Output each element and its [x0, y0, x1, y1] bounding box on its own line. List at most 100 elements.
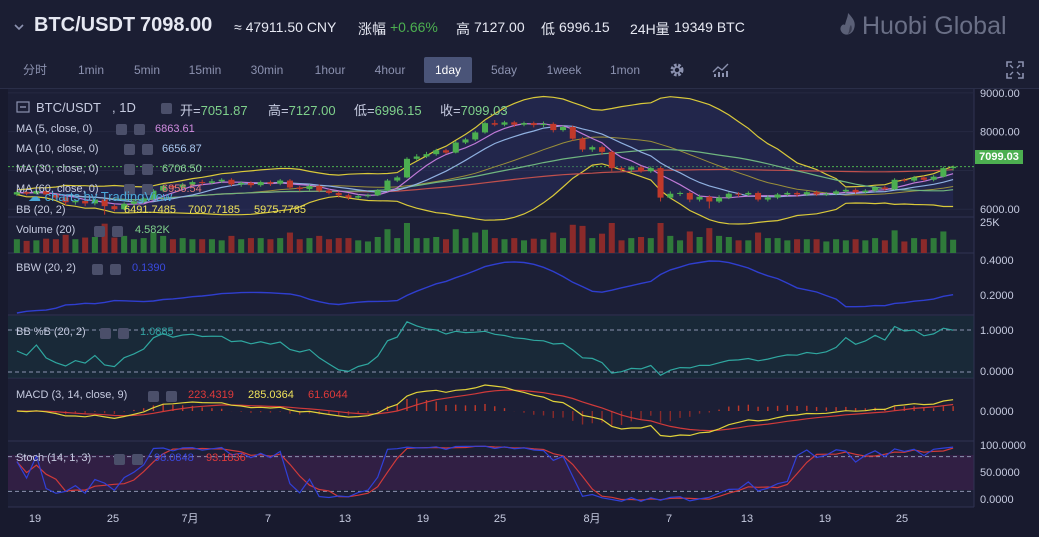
- macd-label: MACD (3, 14, close, 9): [16, 389, 128, 401]
- pair-name[interactable]: BTC/USDT: [34, 14, 136, 36]
- candle-body: [394, 177, 401, 181]
- volume-close-icon[interactable]: [112, 226, 123, 237]
- candle-body: [345, 195, 352, 198]
- volume-bar: [647, 238, 654, 253]
- timeframe-5day[interactable]: 5day: [490, 63, 518, 77]
- candle-body: [296, 187, 303, 190]
- ma30-value: 6706.50: [162, 163, 202, 175]
- collapse-icon[interactable]: [16, 101, 30, 116]
- stoch-close-icon[interactable]: [132, 454, 143, 465]
- macd-close-icon[interactable]: [166, 391, 177, 402]
- volume-bar: [433, 237, 440, 253]
- volume-bar: [442, 239, 450, 253]
- stoch-d-value: 93.1836: [206, 452, 246, 464]
- volume-bar: [452, 229, 459, 253]
- volume-bar: [189, 239, 196, 253]
- timeframe-1mon[interactable]: 1mon: [609, 63, 641, 77]
- volume-bar: [247, 238, 254, 253]
- timeframe-1min[interactable]: 1min: [77, 63, 104, 77]
- volume-value: 4.582K: [135, 224, 170, 236]
- ohlc-low-value: 6996.15: [374, 103, 422, 118]
- bb-lower-line: [16, 163, 954, 225]
- candle-body: [920, 177, 927, 180]
- volume-bar: [160, 235, 167, 253]
- timeframe-1hour[interactable]: 1hour: [314, 63, 346, 77]
- ma60-close-icon[interactable]: [142, 184, 153, 195]
- candle-body: [179, 184, 186, 188]
- date-axis-tick: 7: [666, 513, 672, 525]
- settings-gear-icon[interactable]: [664, 57, 690, 83]
- volume-bar: [394, 238, 401, 253]
- price-axis-tick: 6000.00: [980, 204, 1020, 216]
- bbw-close-icon[interactable]: [110, 264, 121, 275]
- bbpb-close-icon[interactable]: [118, 328, 129, 339]
- volume-bar: [130, 239, 137, 253]
- candle-body: [384, 180, 391, 191]
- candle-body: [833, 191, 840, 194]
- bbw-axis-tick: 0.4000: [980, 255, 1014, 267]
- bbpb-axis-tick: 0.0000: [980, 366, 1014, 378]
- candle-body: [706, 196, 713, 202]
- stoch-settings-icon[interactable]: [114, 454, 125, 465]
- volume-bar: [364, 241, 371, 253]
- tradingview-watermark: ☁ charts by TradingView: [28, 189, 172, 205]
- macd-line-value: 285.0364: [248, 389, 294, 401]
- candle-body: [725, 193, 732, 198]
- volume-bar: [881, 240, 888, 253]
- volume-bar: [208, 239, 215, 253]
- volume-bar: [794, 239, 801, 253]
- ma30-close-icon[interactable]: [142, 164, 153, 175]
- volume-bar: [667, 235, 674, 253]
- bbpb-settings-icon[interactable]: [100, 328, 111, 339]
- bbpb-line: [16, 321, 954, 377]
- volume-bar: [52, 239, 59, 253]
- volume-bar: [823, 241, 830, 253]
- date-axis-tick: 19: [417, 513, 429, 525]
- settings-square-icon[interactable]: [161, 103, 172, 114]
- volume-bar: [608, 223, 615, 253]
- ma10-label: MA (10, close, 0): [16, 143, 99, 155]
- indicator-icon[interactable]: [708, 57, 736, 83]
- ma5-eye-icon[interactable]: [116, 124, 127, 135]
- ma30-eye-icon[interactable]: [124, 164, 135, 175]
- volume-bar: [852, 239, 859, 253]
- change-value: +0.66%: [390, 19, 438, 35]
- ma10-close-icon[interactable]: [142, 144, 153, 155]
- change-label: 涨幅: [358, 21, 386, 37]
- timeframe-tick[interactable]: 分时: [22, 63, 47, 77]
- candle-body: [764, 197, 771, 200]
- ohlc-close-value: 7099.03: [460, 103, 508, 118]
- bbw-settings-icon[interactable]: [92, 264, 103, 275]
- timeframe-15min[interactable]: 15min: [188, 63, 222, 77]
- ohlc-low: 低=6996.15: [354, 100, 422, 119]
- volume-bar: [520, 240, 528, 253]
- candle-body: [520, 123, 528, 125]
- candle-body: [325, 190, 332, 193]
- fullscreen-icon[interactable]: [1002, 57, 1028, 83]
- macd-settings-icon[interactable]: [148, 391, 159, 402]
- bb-lower-value: 5975.7785: [254, 204, 306, 216]
- date-axis-tick: 25: [107, 513, 119, 525]
- timeframe-5min[interactable]: 5min: [133, 63, 160, 77]
- stoch-k-value: 98.0848: [154, 452, 194, 464]
- timeframe-1week[interactable]: 1week: [546, 63, 582, 77]
- timeframe-30min[interactable]: 30min: [250, 63, 284, 77]
- ma5-close-icon[interactable]: [134, 124, 145, 135]
- bb-upper-line: [16, 95, 954, 191]
- timeframe-1day[interactable]: 1day: [424, 57, 472, 83]
- ma5-value: 6863.61: [155, 123, 195, 135]
- bb-upper-value: 7007.7185: [188, 204, 240, 216]
- volume-settings-icon[interactable]: [94, 226, 105, 237]
- volume-bar: [764, 238, 771, 253]
- timeframe-toolbar: 分时 1min 5min 15min 30min 1hour 4hour 1da…: [0, 52, 1039, 89]
- volume-bar: [82, 237, 89, 253]
- candle-body: [413, 156, 420, 159]
- timeframe-4hour[interactable]: 4hour: [374, 63, 406, 77]
- ma60-eye-icon[interactable]: [124, 184, 135, 195]
- candle-body: [286, 180, 293, 188]
- dropdown-chevron-icon[interactable]: [14, 18, 24, 34]
- macd-hist-value: 223.4319: [188, 389, 234, 401]
- ma10-eye-icon[interactable]: [124, 144, 135, 155]
- volume-bar: [423, 238, 430, 253]
